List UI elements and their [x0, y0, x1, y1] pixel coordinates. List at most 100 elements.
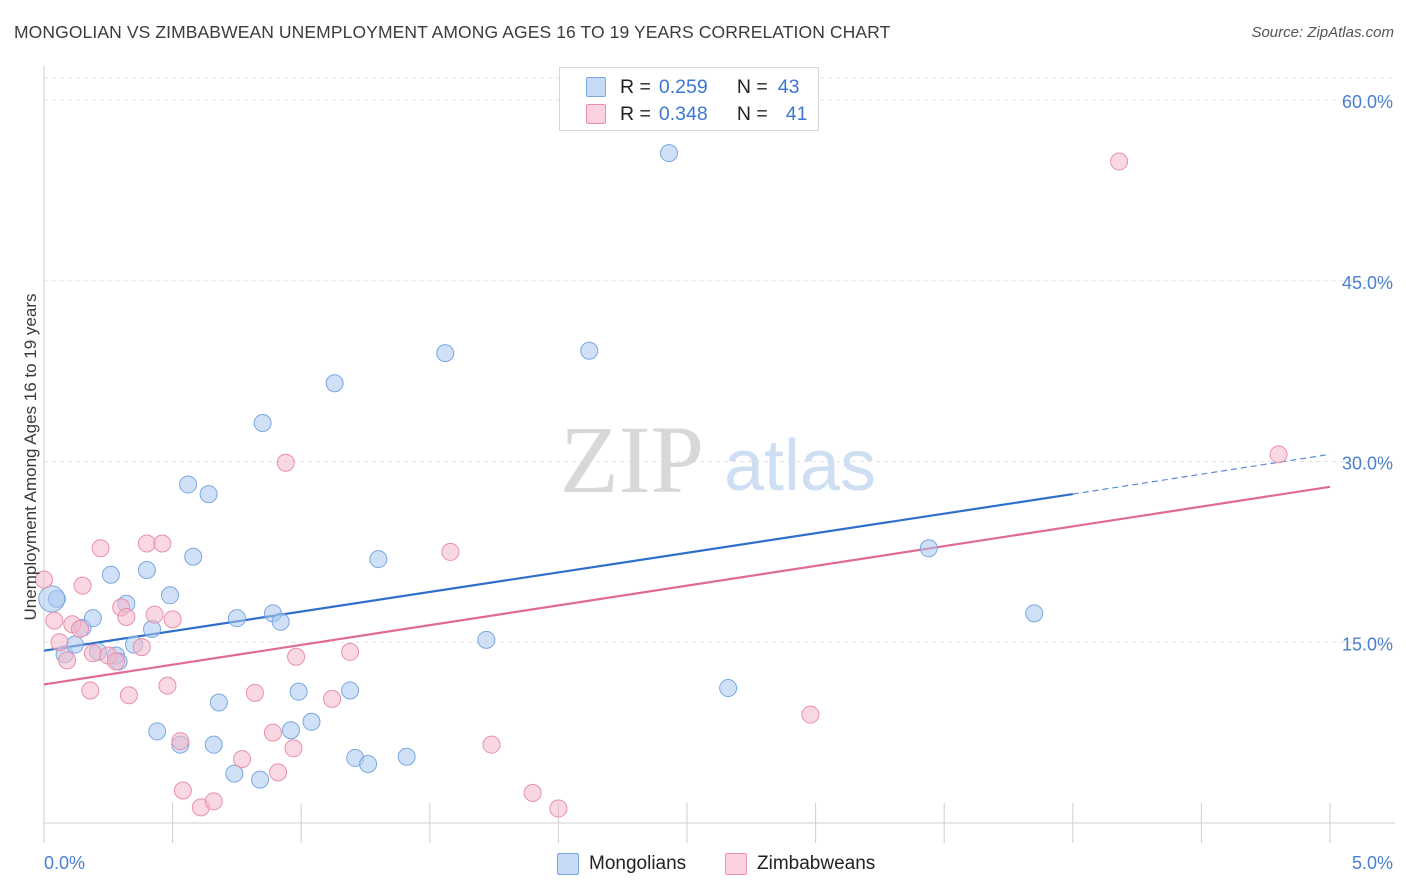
mongolian-point: [289, 682, 308, 701]
mongolian-point: [209, 693, 228, 712]
x-tick-label: 0.0%: [44, 853, 85, 873]
watermark: ZIP atlas: [560, 406, 876, 513]
zimbabwean-point: [50, 633, 69, 652]
trend-line: [43, 492, 1073, 652]
zimbabwean-point: [801, 705, 820, 724]
zimbabwean-point: [263, 723, 282, 742]
legend-swatch-zimbabweans: [586, 104, 606, 124]
bottom-legend-label-zimbabweans: Zimbabweans: [757, 853, 876, 874]
mongolian-point: [477, 630, 496, 649]
y-tick-label: 60.0%: [1342, 92, 1393, 112]
legend-swatch-mongolians: [586, 77, 606, 97]
mongolian-point: [137, 560, 156, 579]
zimbabwean-point: [35, 570, 53, 589]
zimbabwean-point: [83, 644, 102, 663]
zimbabwean-point: [171, 732, 190, 751]
mongolian-point: [359, 754, 378, 773]
y-tick-label: 15.0%: [1342, 634, 1393, 654]
zimbabwean-point: [119, 686, 138, 705]
zimbabwean-point: [132, 638, 151, 657]
mongolian-point: [1025, 604, 1044, 623]
zimbabwean-point: [137, 534, 156, 553]
zimbabwean-point: [163, 610, 182, 629]
bottom-legend-zimbabweans[interactable]: Zimbabweans: [725, 850, 875, 878]
mongolian-point: [281, 721, 300, 740]
trend-lines: [43, 453, 1331, 686]
mongolian-point-large: [38, 585, 66, 613]
mongolian-point: [659, 144, 678, 163]
zimbabwean-point: [45, 611, 64, 630]
zimbabwean-point: [269, 763, 288, 782]
mongolian-point: [302, 712, 321, 731]
mongolian-point: [199, 485, 218, 504]
zimbabwean-point: [107, 652, 126, 671]
mongolian-point: [580, 341, 599, 360]
zimbabwean-point: [145, 605, 164, 624]
zimbabwean-point: [233, 750, 252, 769]
mongolian-point: [184, 547, 203, 566]
zimbabwean-point: [173, 781, 192, 800]
mongolian-point: [251, 770, 270, 789]
legend-r-label: R =: [620, 75, 651, 98]
data-points: [35, 144, 1288, 818]
mongolian-point: [204, 735, 223, 754]
chart-title: MONGOLIAN VS ZIMBABWEAN UNEMPLOYMENT AMO…: [14, 22, 891, 42]
mongolian-point: [919, 539, 938, 558]
legend-row-zimbabweans: R = 0.348 N = 41: [586, 101, 808, 127]
zimbabwean-point: [1269, 445, 1288, 464]
y-tick-label: 45.0%: [1342, 273, 1393, 293]
watermark-zip: ZIP: [560, 406, 704, 513]
trend-line: [43, 485, 1331, 686]
legend-r-label: R =: [620, 102, 651, 125]
zimbabwean-point: [341, 642, 360, 661]
zimbabwean-point: [204, 792, 223, 811]
zimbabwean-point: [549, 799, 568, 818]
legend-r-value: 0.348: [658, 102, 708, 125]
axes: [43, 66, 1395, 843]
mongolian-point: [83, 609, 102, 628]
zimbabwean-point: [482, 735, 501, 754]
legend-n-label: N =: [736, 102, 768, 125]
correlation-legend: R = 0.259 N = 43 R = 0.348 N = 41: [559, 67, 819, 131]
source-label[interactable]: Source: ZipAtlas.com: [1251, 24, 1394, 41]
grid-lines: [44, 77, 1395, 643]
zimbabwean-point: [81, 681, 100, 700]
watermark-atlas: atlas: [724, 426, 876, 506]
zimbabwean-point: [284, 739, 303, 758]
zimbabwean-point: [441, 542, 460, 561]
trend-line-extension: [1072, 453, 1331, 495]
legend-n-value: 41: [785, 102, 808, 125]
legend-row-mongolians: R = 0.259 N = 43: [586, 74, 800, 100]
zimbabwean-point: [245, 683, 264, 702]
mongolian-point: [436, 344, 455, 363]
zimbabwean-point: [117, 607, 136, 626]
mongolian-point: [271, 612, 290, 631]
zimbabwean-point: [73, 576, 92, 595]
legend-n-label: N =: [736, 75, 768, 98]
y-tick-label: 30.0%: [1342, 454, 1393, 474]
bottom-legend-swatch-zimbabweans: [725, 853, 747, 875]
mongolian-point: [101, 565, 120, 584]
mongolian-point: [719, 679, 738, 698]
bottom-legend-mongolians[interactable]: Mongolians: [557, 850, 686, 878]
mongolian-point: [325, 374, 344, 393]
legend-r-value: 0.259: [658, 75, 708, 98]
mongolian-point: [179, 475, 198, 494]
mongolian-point: [148, 722, 167, 741]
zimbabwean-point: [323, 689, 342, 708]
zimbabwean-point: [276, 453, 295, 472]
mongolian-point: [161, 586, 180, 605]
tick-labels: 15.0% 30.0% 45.0% 60.0% 0.0% 5.0%: [44, 92, 1393, 873]
bottom-legend-label-mongolians: Mongolians: [589, 853, 687, 874]
zimbabwean-point: [91, 539, 110, 558]
mongolian-point: [225, 764, 244, 783]
bottom-legend-swatch-mongolians: [557, 853, 579, 875]
legend-n-value: 43: [777, 75, 800, 98]
zimbabwean-point: [58, 651, 77, 670]
mongolian-point: [397, 747, 416, 766]
zimbabwean-point: [523, 783, 542, 802]
zimbabwean-point: [1110, 152, 1129, 171]
mongolian-point: [253, 413, 272, 432]
zimbabwean-point: [153, 534, 172, 553]
